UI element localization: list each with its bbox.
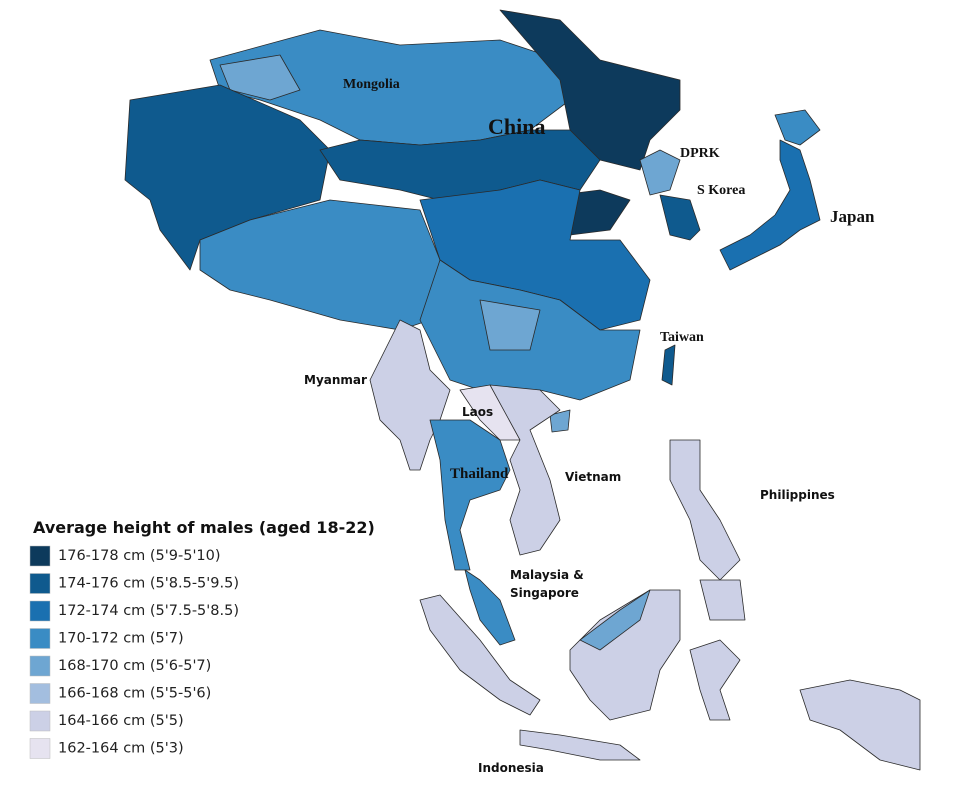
- region-sulawesi: [689, 639, 741, 721]
- region-southwest-china: [479, 299, 541, 351]
- country-label: Singapore: [510, 586, 579, 600]
- region-java: [519, 729, 641, 761]
- region-s-korea: [659, 194, 701, 241]
- legend-swatch: [29, 710, 51, 732]
- legend-label: 174-176 cm (5'8.5-5'9.5): [58, 576, 239, 592]
- region-luzon: [669, 439, 741, 581]
- legend-swatch: [29, 655, 51, 677]
- region-mongolia-west: [219, 54, 301, 101]
- region-tibet: [199, 199, 441, 331]
- country-label: Myanmar: [304, 373, 367, 387]
- region-new-guinea: [799, 679, 921, 771]
- region-japan: [719, 139, 821, 271]
- legend-label: 164-166 cm (5'5): [58, 713, 184, 729]
- region-thailand: [429, 419, 511, 571]
- country-label: DPRK: [680, 146, 720, 161]
- legend-title: Average height of males (aged 18-22): [33, 518, 375, 537]
- region-hokkaido: [774, 109, 821, 146]
- legend-label: 166-168 cm (5'5-5'6): [58, 686, 211, 702]
- region-taiwan: [661, 344, 676, 386]
- country-label: Laos: [462, 405, 493, 419]
- legend-swatch: [29, 628, 51, 649]
- country-label: S Korea: [697, 183, 745, 198]
- country-label: Philippines: [760, 488, 835, 502]
- region-vietnam: [489, 384, 561, 556]
- country-label: Thailand: [450, 466, 509, 482]
- legend-swatch: [29, 545, 51, 567]
- legend-label: 172-174 cm (5'7.5-5'8.5): [58, 603, 239, 619]
- region-sumatra: [419, 594, 541, 716]
- country-label: Japan: [830, 207, 875, 226]
- country-label: Indonesia: [478, 761, 544, 775]
- region-hainan: [549, 409, 571, 433]
- region-dprk: [639, 149, 681, 196]
- legend-label: 176-178 cm (5'9-5'10): [58, 548, 221, 564]
- regions: [124, 9, 921, 771]
- country-label: Vietnam: [565, 470, 621, 484]
- region-borneo: [569, 589, 681, 721]
- legend-label: 162-164 cm (5'3): [58, 741, 184, 757]
- region-mindanao: [699, 579, 746, 621]
- country-label: China: [488, 114, 545, 139]
- legend-label: 170-172 cm (5'7): [58, 631, 184, 647]
- country-label: Malaysia &: [510, 568, 584, 582]
- legend-swatch: [29, 600, 51, 622]
- legend-swatch: [29, 738, 51, 759]
- legend-label: 168-170 cm (5'6-5'7): [58, 658, 211, 674]
- region-malay-peninsula: [464, 569, 516, 646]
- region-sarawak-sabah: [579, 589, 651, 651]
- legend-swatch: [29, 573, 51, 594]
- legend-swatch: [29, 683, 51, 704]
- legend: Average height of males (aged 18-22) 176…: [29, 518, 375, 759]
- country-labels: Mongolia China DPRK S Korea Japan Taiwan…: [304, 77, 875, 775]
- region-northeast-china: [499, 9, 681, 171]
- country-label: Taiwan: [660, 330, 704, 345]
- country-label: Mongolia: [343, 77, 400, 92]
